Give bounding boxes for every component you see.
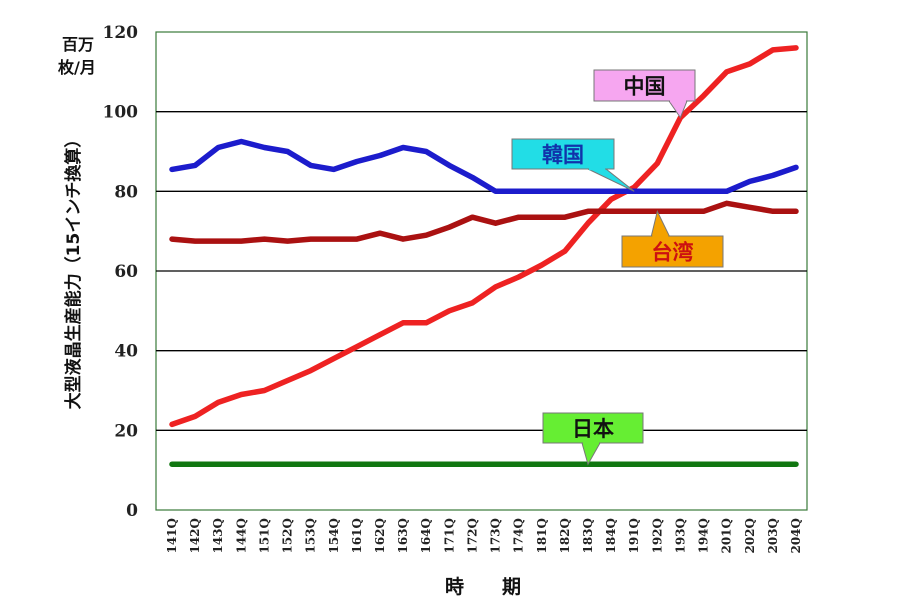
y-axis-ticks: 0 20 40 60 80 100 120 <box>103 23 139 521</box>
callout-pointer <box>587 168 635 192</box>
series-line-2 <box>169 200 799 244</box>
y-tick-label: 80 <box>114 182 138 202</box>
x-tick-label: 191Q <box>627 518 641 554</box>
x-tick-label: 142Q <box>188 518 202 554</box>
x-tick-label: 161Q <box>350 518 364 554</box>
callout-3: 日本 <box>542 412 644 466</box>
y-tick-label: 100 <box>103 103 139 123</box>
y-axis-title: 大型液晶生産能力（15インチ換算） <box>63 131 84 410</box>
x-axis-ticks: 141Q 142Q 143Q 144Q 151Q 152Q 153Q 154Q 161Q 162Q… <box>165 518 803 554</box>
x-tick-label: 154Q <box>327 518 341 554</box>
x-tick-label: 152Q <box>281 518 295 554</box>
x-tick-label: 182Q <box>558 518 572 554</box>
callout-box <box>621 235 724 268</box>
series-line-1 <box>169 138 799 195</box>
y-tick-label: 20 <box>114 421 138 441</box>
x-tick-label: 194Q <box>697 518 711 554</box>
unit-label-line2: 枚/月 <box>58 58 96 77</box>
x-tick-label: 184Q <box>604 518 618 554</box>
gridlines <box>156 111 807 431</box>
callout-pointer <box>581 442 601 466</box>
unit-label-line1: 百万 <box>62 35 94 54</box>
x-tick-label: 163Q <box>396 518 410 554</box>
x-tick-label: 181Q <box>535 518 549 554</box>
x-tick-label: 153Q <box>304 518 318 554</box>
y-tick-label: 60 <box>114 262 138 282</box>
x-tick-label: 151Q <box>257 518 271 554</box>
x-tick-label: 143Q <box>211 518 225 554</box>
series-lines <box>169 45 799 467</box>
x-tick-label: 162Q <box>373 518 387 554</box>
x-tick-label: 193Q <box>673 518 687 554</box>
x-tick-label: 164Q <box>419 518 433 554</box>
x-axis-title: 時 期 <box>445 576 521 598</box>
callout-2: 台湾 <box>621 209 724 268</box>
x-tick-label: 172Q <box>465 518 479 554</box>
callout-box <box>511 138 615 170</box>
x-tick-label: 174Q <box>512 518 526 554</box>
x-tick-label: 171Q <box>442 518 456 554</box>
x-tick-label: 204Q <box>789 518 803 554</box>
callout-label: 韓国 <box>542 143 584 167</box>
callout-0: 中国 <box>593 69 696 119</box>
x-tick-label: 183Q <box>581 518 595 554</box>
y-tick-label: 120 <box>103 23 139 43</box>
callout-box <box>593 69 696 102</box>
callout-label: 台湾 <box>652 241 694 265</box>
x-tick-label: 192Q <box>650 518 664 554</box>
series-line-0 <box>169 45 799 428</box>
callout-1: 韓国 <box>511 138 635 192</box>
y-tick-label: 0 <box>126 501 138 521</box>
x-tick-label: 201Q <box>720 518 734 554</box>
x-tick-label: 144Q <box>234 518 248 554</box>
x-tick-label: 141Q <box>165 518 179 554</box>
y-tick-label: 40 <box>114 342 138 362</box>
x-tick-label: 202Q <box>743 518 757 554</box>
callout-box <box>542 412 644 444</box>
callout-label: 日本 <box>572 417 614 441</box>
callout-label: 中国 <box>624 75 666 99</box>
x-tick-label: 173Q <box>489 518 503 554</box>
callout-pointer <box>650 209 671 237</box>
x-tick-label: 203Q <box>766 518 780 554</box>
